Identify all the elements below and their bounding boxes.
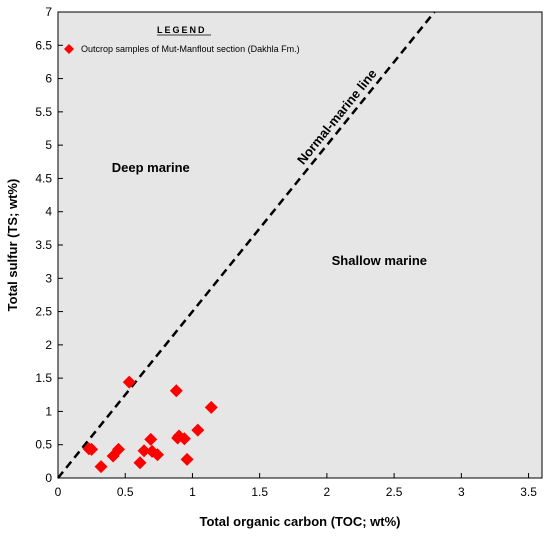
legend-title: LEGEND [157,25,207,35]
region-label: Deep marine [112,160,190,175]
y-tick-label: 1.5 [35,371,52,385]
y-tick-label: 0.5 [35,438,52,452]
y-tick-label: 3.5 [35,238,52,252]
y-tick-label: 0 [45,471,52,485]
data-point [169,384,183,398]
y-tick-label: 7 [45,5,52,19]
x-tick-label: 0 [55,485,62,499]
region-label: Shallow marine [332,253,427,268]
x-tick-label: 3 [458,485,465,499]
normal-marine-line [57,11,436,479]
y-tick-label: 2 [45,338,52,352]
data-point [150,448,164,462]
y-tick-label: 3 [45,271,52,285]
data-point [144,432,158,446]
y-tick-label: 1 [45,404,52,418]
data-point [122,375,136,389]
x-tick-label: 1 [189,485,196,499]
data-point [204,400,218,414]
plot-area [57,11,543,479]
x-tick-label: 2 [324,485,331,499]
y-tick-label: 5 [45,138,52,152]
legend-entry-label: Outcrop samples of Mut-Manflout section … [81,44,300,54]
y-tick-label: 4 [45,205,52,219]
data-point [137,444,151,458]
y-axis-title: Total sulfur (TS; wt%) [5,179,20,312]
legend: LEGEND Outcrop samples of Mut-Manflout s… [64,25,300,54]
data-point [133,456,147,470]
x-tick-label: 3.5 [520,485,537,499]
x-axis-ticks: 0 0.5 1 1.5 2 2.5 3 3.5 [55,473,537,499]
y-tick-label: 6 [45,72,52,86]
data-points [82,375,218,474]
data-point [85,442,99,456]
y-tick-label: 5.5 [35,105,52,119]
data-point [177,432,191,446]
x-tick-label: 1.5 [251,485,268,499]
y-tick-label: 4.5 [35,171,52,185]
x-tick-label: 0.5 [117,485,134,499]
legend-marker-diamond [64,44,74,54]
y-tick-label: 6.5 [35,38,52,52]
x-tick-label: 2.5 [386,485,403,499]
x-axis-title: Total organic carbon (TOC; wt%) [199,514,400,529]
data-point [180,452,194,466]
data-point [112,442,125,456]
data-point [191,423,205,437]
y-axis-ticks: 0 0.5 1 1.5 2 2.5 3 3.5 4 4.5 5 5.5 6 6.5 7 [35,5,63,485]
y-tick-label: 2.5 [35,305,52,319]
data-point [94,460,108,474]
